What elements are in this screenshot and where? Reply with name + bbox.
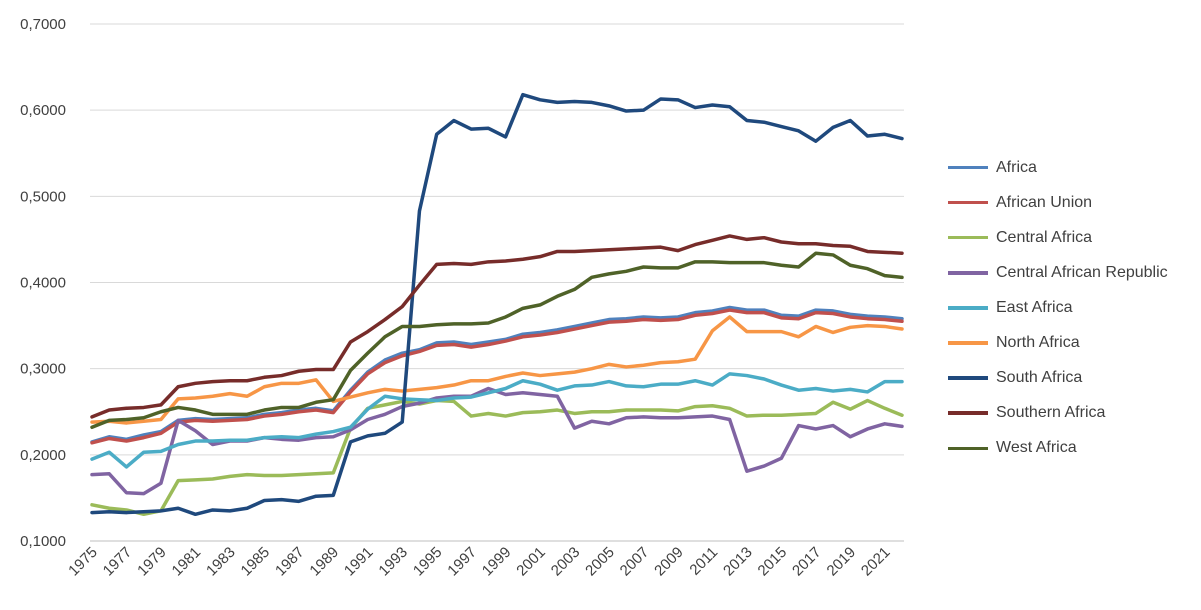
legend-swatch xyxy=(948,200,988,205)
legend-item: South Africa xyxy=(948,361,1198,396)
legend-label: Africa xyxy=(996,158,1037,176)
x-tick-label: 1979 xyxy=(134,544,170,580)
legend-label: Central Africa xyxy=(996,228,1093,246)
x-tick-label: 2015 xyxy=(755,544,791,580)
x-tick-label: 2021 xyxy=(858,544,894,580)
series-line-east-africa xyxy=(90,372,904,469)
legend-swatch xyxy=(948,411,988,415)
x-tick-label: 2005 xyxy=(582,544,618,580)
x-tick-label: 2019 xyxy=(824,544,860,580)
series-line-south-africa xyxy=(90,92,904,517)
legend-label: African Union xyxy=(996,193,1093,211)
x-tick-label: 1983 xyxy=(203,544,239,580)
legend-item: Central African Republic xyxy=(948,255,1198,290)
series-line-west-africa xyxy=(90,251,904,430)
legend-item: Central Africa xyxy=(948,220,1198,255)
legend-label: North Africa xyxy=(996,334,1080,352)
legend-item: North Africa xyxy=(948,325,1198,360)
x-tick-label: 1991 xyxy=(341,544,377,580)
legend-label: South Africa xyxy=(996,369,1083,387)
series-line-north-africa xyxy=(90,315,904,425)
axes: 0,1000 0,2000 0,3000 0,4000 0,5000 0,6000 0,70… xyxy=(20,16,904,579)
gridlines xyxy=(90,23,904,542)
legend-item: West Africa xyxy=(948,431,1198,466)
x-tick-label: 1989 xyxy=(306,544,342,580)
x-tick-label: 2013 xyxy=(720,544,756,580)
x-tick-label: 1997 xyxy=(444,544,480,580)
legend-item: East Africa xyxy=(948,290,1198,325)
x-tick-label: 1987 xyxy=(272,544,308,580)
legend-item: Africa xyxy=(948,150,1198,185)
y-tick-label: 0,7000 xyxy=(20,16,66,33)
x-tick-label: 2007 xyxy=(617,544,653,580)
legend-swatch xyxy=(948,306,988,310)
x-tick-label: 1993 xyxy=(375,544,411,580)
series-line-central-africa xyxy=(90,398,904,517)
legend-label: Southern Africa xyxy=(996,404,1106,422)
x-tick-label: 2009 xyxy=(651,544,687,580)
legend: Africa African Union Central Africa Central… xyxy=(948,150,1198,466)
legend-label: Central African Republic xyxy=(996,263,1168,281)
x-tick-label: 1985 xyxy=(238,544,274,580)
legend-swatch xyxy=(948,341,988,345)
x-tick-label: 1999 xyxy=(479,544,515,580)
legend-label: East Africa xyxy=(996,298,1073,316)
legend-swatch xyxy=(948,271,988,275)
x-tick-label: 1977 xyxy=(100,544,136,580)
legend-swatch xyxy=(948,165,988,170)
x-tick-label: 1995 xyxy=(410,544,446,580)
y-tick-label: 0,2000 xyxy=(20,447,66,464)
y-tick-label: 0,4000 xyxy=(20,275,66,292)
x-tick-label: 2017 xyxy=(789,544,825,580)
series-line-african-union xyxy=(90,308,904,445)
legend-swatch xyxy=(948,446,988,451)
x-tick-label: 2001 xyxy=(513,544,549,580)
legend-label: West Africa xyxy=(996,439,1077,457)
legend-item: African Union xyxy=(948,185,1198,220)
series-lines xyxy=(90,92,904,517)
x-tick-label: 1981 xyxy=(169,544,205,580)
y-tick-label: 0,1000 xyxy=(20,533,66,550)
x-tick-label: 2011 xyxy=(686,544,721,579)
legend-swatch xyxy=(948,376,988,380)
legend-swatch xyxy=(948,235,988,240)
x-tick-label: 2003 xyxy=(548,544,584,580)
series-line-southern-africa xyxy=(90,234,904,419)
y-tick-label: 0,5000 xyxy=(20,188,66,205)
x-tick-label: 1975 xyxy=(65,544,101,580)
y-tick-label: 0,6000 xyxy=(20,102,66,119)
legend-item: Southern Africa xyxy=(948,396,1198,431)
y-tick-label: 0,3000 xyxy=(20,361,66,378)
